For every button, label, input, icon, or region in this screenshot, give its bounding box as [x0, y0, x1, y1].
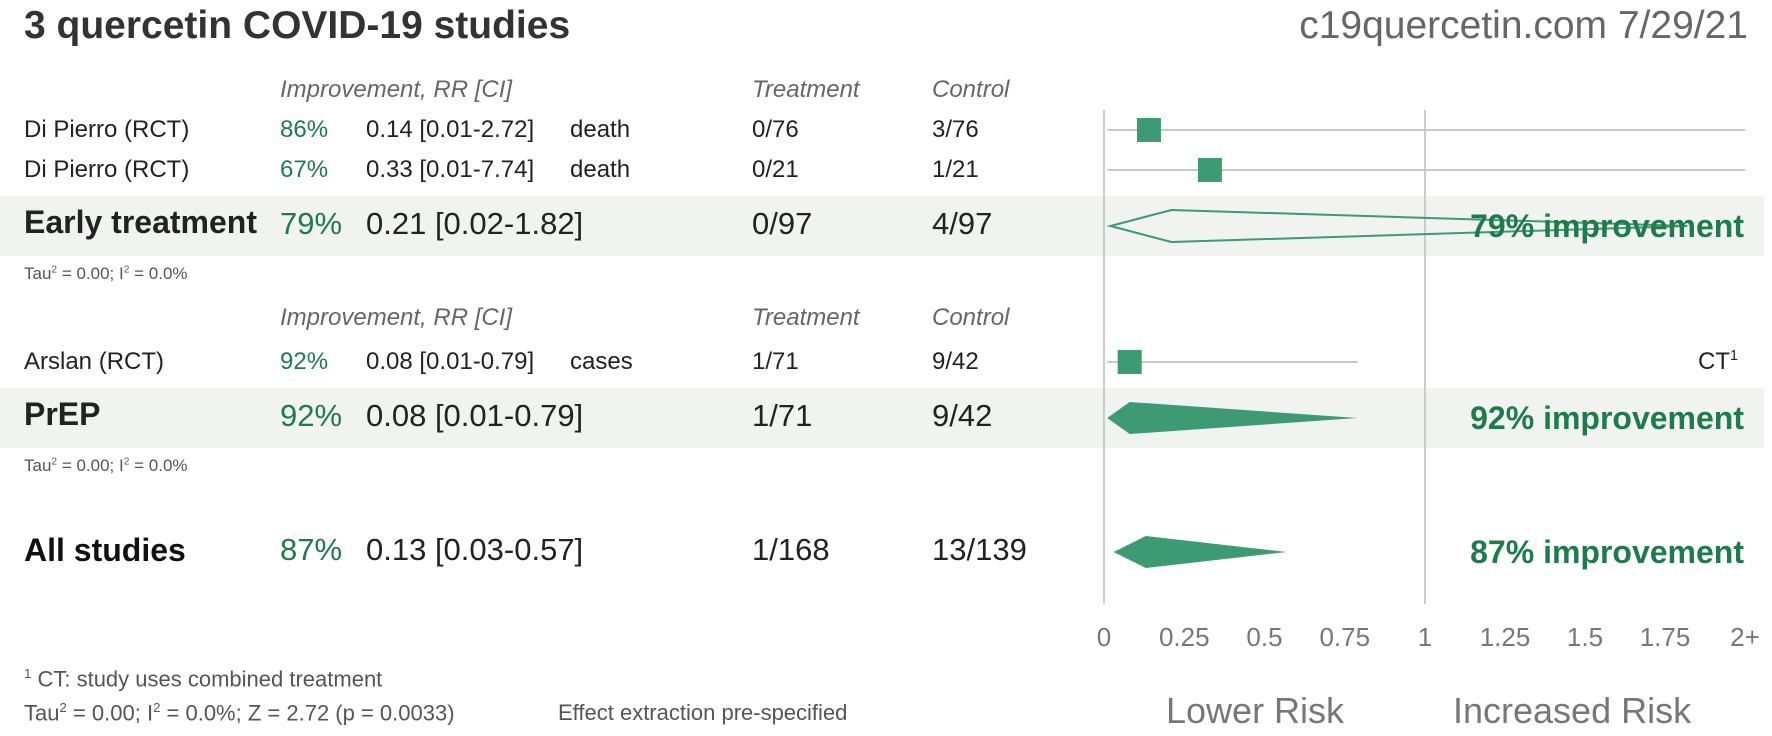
study-outcome: death	[570, 156, 631, 183]
study-outcome: cases	[570, 348, 633, 375]
overall-improvement-label: 87% improvement	[1470, 534, 1744, 570]
increased-risk-label: Increased Risk	[1453, 690, 1692, 731]
col-header-control: Control	[932, 76, 1010, 103]
overall-improvement-pct: 87%	[280, 532, 343, 567]
page-title: 3 quercetin COVID-19 studies	[24, 4, 571, 47]
study-improvement-pct: 92%	[280, 348, 329, 375]
summary-control: 4/97	[932, 206, 993, 241]
summary-diamond	[1106, 208, 1688, 244]
col-header-improvement: Improvement, RR [CI]	[280, 76, 513, 103]
summary-diamond	[1107, 402, 1358, 434]
summary-improvement-label: 92% improvement	[1470, 400, 1744, 436]
effect-extraction-note: Effect extraction pre-specified	[558, 700, 848, 725]
study-point-marker	[1136, 118, 1161, 142]
study-name: Di Pierro (RCT)	[24, 156, 190, 183]
x-tick-label: 1.25	[1480, 622, 1531, 652]
x-tick-label: 1	[1418, 622, 1432, 652]
col-header-control: Control	[932, 304, 1010, 331]
study-treatment: 0/21	[752, 156, 799, 183]
x-tick-label: 1.5	[1567, 622, 1603, 652]
study-name: Arslan (RCT)	[24, 348, 165, 375]
study-treatment: 0/76	[752, 116, 799, 143]
col-header-improvement: Improvement, RR [CI]	[280, 304, 513, 331]
heterogeneity-stats: Tau2 = 0.00; I2 = 0.0%	[24, 456, 188, 475]
prep-band	[0, 388, 1764, 448]
study-treatment: 1/71	[752, 348, 799, 375]
overall-control: 13/139	[932, 532, 1027, 567]
study-improvement-pct: 86%	[280, 116, 329, 143]
combined-treatment-note: CT1	[1697, 348, 1738, 375]
summary-rr: 0.21 [0.02-1.82]	[366, 206, 584, 241]
footnote-stats: Tau2 = 0.00; I2 = 0.0%; Z = 2.72 (p = 0.…	[24, 700, 455, 726]
study-point-marker	[1117, 350, 1142, 374]
summary-treatment: 0/97	[752, 206, 813, 241]
summary-name: PrEP	[24, 396, 101, 432]
summary-treatment: 1/71	[752, 398, 813, 433]
summary-improvement-label: 79% improvement	[1470, 208, 1744, 244]
overall-rr: 0.13 [0.03-0.57]	[366, 532, 584, 567]
study-improvement-pct: 67%	[280, 156, 329, 183]
study-rr: 0.08 [0.01-0.79]	[366, 348, 535, 375]
study-rr: 0.14 [0.01-2.72]	[366, 116, 535, 143]
x-tick-label: 0.75	[1319, 622, 1370, 652]
summary-rr: 0.08 [0.01-0.79]	[366, 398, 584, 433]
x-tick-label: 0.25	[1159, 622, 1210, 652]
lower-risk-label: Lower Risk	[1166, 690, 1345, 731]
study-outcome: death	[570, 116, 631, 143]
study-rr: 0.33 [0.01-7.74]	[366, 156, 535, 183]
summary-diamond	[1113, 536, 1287, 568]
col-header-treatment: Treatment	[752, 76, 860, 103]
x-tick-label: 0.5	[1246, 622, 1282, 652]
summary-name: Early treatment	[24, 204, 257, 240]
x-tick-label: 0	[1097, 622, 1111, 652]
summary-control: 9/42	[932, 398, 993, 433]
summary-improvement-pct: 79%	[280, 206, 343, 241]
early-treatment-band	[0, 196, 1764, 256]
footnote-ct: 1 CT: study uses combined treatment	[24, 666, 383, 692]
x-tick-label: 2+	[1730, 622, 1760, 652]
study-name: Di Pierro (RCT)	[24, 116, 190, 143]
overall-name: All studies	[24, 532, 186, 568]
summary-improvement-pct: 92%	[280, 398, 343, 433]
study-control: 3/76	[932, 116, 979, 143]
heterogeneity-stats: Tau2 = 0.00; I2 = 0.0%	[24, 264, 188, 283]
col-header-treatment: Treatment	[752, 304, 860, 331]
study-control: 1/21	[932, 156, 979, 183]
overall-treatment: 1/168	[752, 532, 830, 567]
study-point-marker	[1197, 158, 1222, 182]
x-tick-label: 1.75	[1640, 622, 1691, 652]
study-control: 9/42	[932, 348, 979, 375]
site-and-date: c19quercetin.com 7/29/21	[1299, 4, 1748, 47]
